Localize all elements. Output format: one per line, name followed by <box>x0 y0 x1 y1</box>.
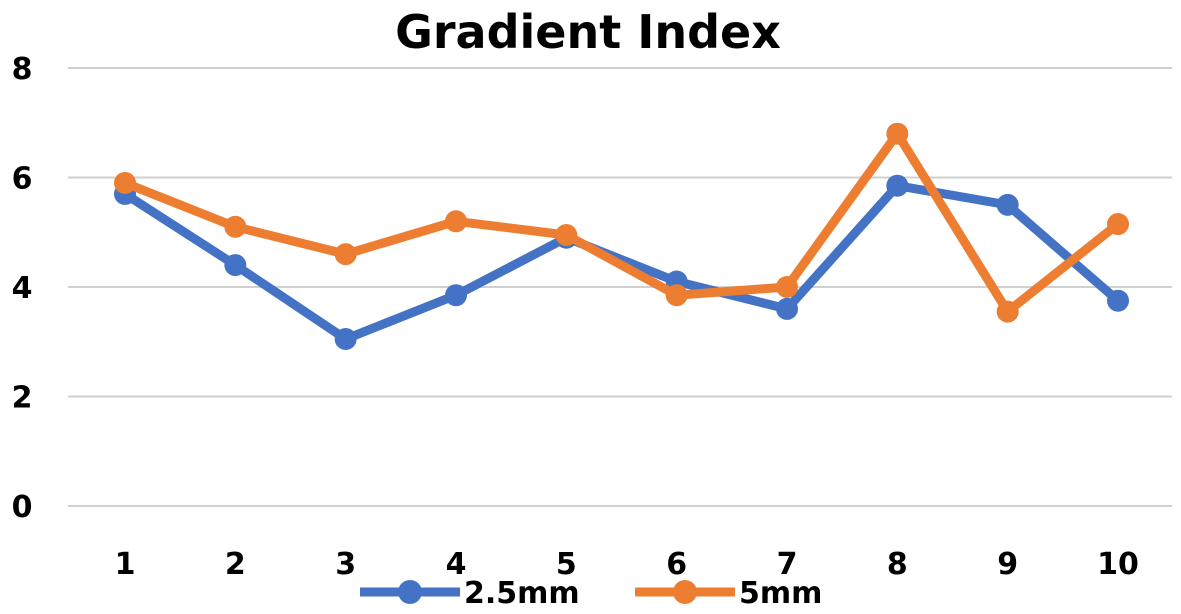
x-tick-label: 9 <box>997 547 1018 582</box>
series-line <box>120 181 1123 344</box>
data-point <box>776 297 798 320</box>
y-tick-label: 4 <box>12 271 33 306</box>
series-line <box>120 129 1123 317</box>
legend-swatch-marker <box>673 580 697 604</box>
data-point <box>996 193 1019 216</box>
legend-label: 2.5mm <box>464 576 580 611</box>
x-tick-label: 7 <box>777 547 798 582</box>
x-tick-label: 6 <box>666 547 687 582</box>
data-point <box>665 284 688 307</box>
legend-item: 5mm <box>635 576 822 611</box>
y-tick-label: 2 <box>12 381 33 416</box>
data-point <box>445 284 467 307</box>
legend-item: 2.5mm <box>360 576 580 611</box>
x-tick-label: 5 <box>556 547 577 582</box>
y-tick-label: 6 <box>12 162 33 197</box>
legend-swatch-marker <box>398 580 422 604</box>
x-tick-label: 4 <box>446 547 467 582</box>
series-layer <box>114 122 1129 351</box>
x-tick-label: 3 <box>335 547 356 582</box>
data-point <box>1107 213 1129 236</box>
data-point <box>776 276 798 298</box>
data-point <box>996 300 1019 323</box>
x-tick-label: 8 <box>887 547 908 582</box>
data-point <box>334 243 357 266</box>
series-5mm <box>114 122 1129 323</box>
data-point <box>224 254 247 277</box>
data-point <box>886 122 909 145</box>
legend-label: 5mm <box>739 576 822 611</box>
data-point <box>1107 289 1129 312</box>
data-point <box>114 171 136 194</box>
y-tick-label: 0 <box>12 490 33 525</box>
data-point <box>445 210 467 233</box>
chart-title: Gradient Index <box>395 5 781 59</box>
x-tick-label: 1 <box>115 547 136 582</box>
y-axis-ticks: 0 2 4 6 8 <box>12 52 33 525</box>
x-tick-label: 2 <box>225 547 246 582</box>
data-point <box>334 328 357 351</box>
y-tick-label: 8 <box>12 52 33 87</box>
data-point <box>886 174 909 197</box>
data-point <box>555 223 578 246</box>
legend: 2.5mm 5mm <box>360 576 822 611</box>
x-tick-label: 10 <box>1097 547 1139 582</box>
x-axis-ticks: 1 2 3 4 5 6 7 8 9 10 <box>115 547 1139 582</box>
data-point <box>224 215 247 238</box>
gridlines <box>68 67 1172 507</box>
